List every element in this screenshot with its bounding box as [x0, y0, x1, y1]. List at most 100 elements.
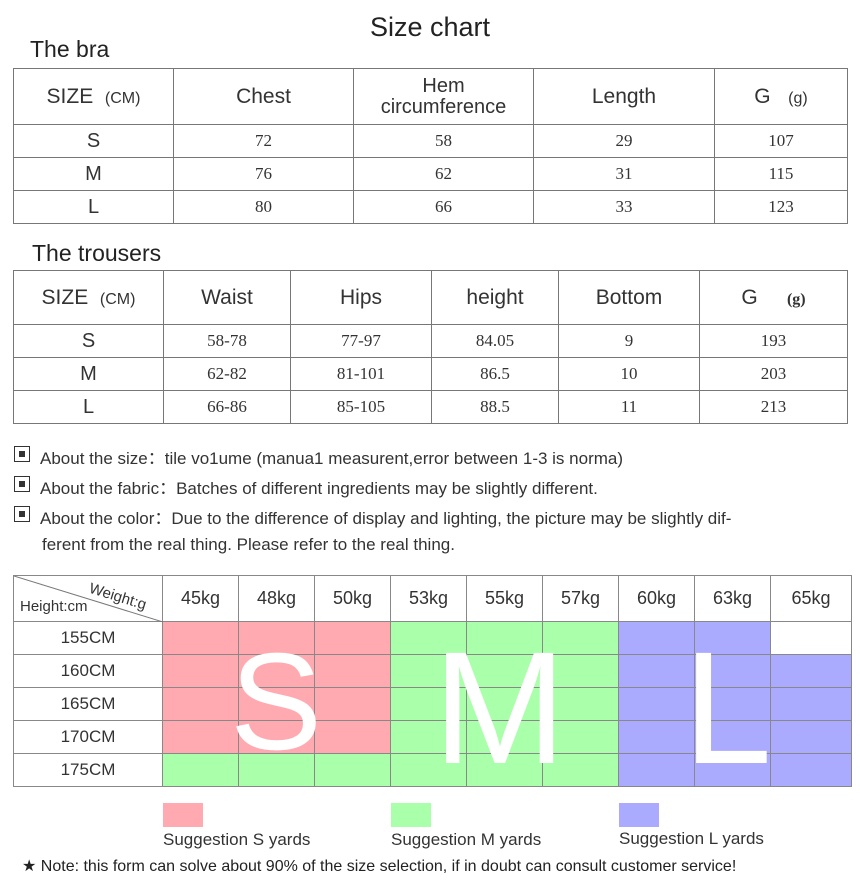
corner-diagonal: [14, 576, 163, 622]
size-cell-l: [694, 687, 771, 721]
table-row: M 76 62 31 115: [13, 157, 848, 191]
bra-cell-size: M: [13, 157, 174, 191]
bullet-icon: [14, 476, 30, 492]
size-cell-m: [466, 753, 543, 787]
size-cell-m: [390, 720, 467, 754]
size-cell-l: [618, 654, 695, 688]
bra-cell-g: 123: [714, 190, 848, 224]
size-cell-s: [162, 621, 239, 655]
height-label: 170CM: [13, 720, 163, 754]
page-title: Size chart: [369, 12, 491, 42]
size-cell-m: [466, 687, 543, 721]
bullet-icon: [14, 446, 30, 462]
height-label: 160CM: [13, 654, 163, 688]
trousers-section-title: The trousers: [32, 240, 162, 266]
big-letter-m: M: [433, 618, 567, 797]
size-cell-l: [618, 753, 695, 787]
bra-cell-chest: 72: [173, 124, 354, 158]
size-cell-m: [466, 720, 543, 754]
size-cell-l: [770, 654, 852, 688]
size-cell-m: [466, 654, 543, 688]
trousers-cell-g: 203: [699, 357, 848, 391]
trousers-header-size: SIZE (CM): [13, 270, 164, 325]
height-label: 175CM: [13, 753, 163, 787]
size-cell-s: [162, 687, 239, 721]
bra-cell-hem: 62: [353, 157, 534, 191]
grid-corner-cell: Weight:g Height:cm: [13, 575, 163, 622]
size-cell-m: [390, 753, 467, 787]
trousers-header-waist: Waist: [163, 270, 291, 325]
size-cell-s: [314, 720, 391, 754]
table-row: L 80 66 33 123: [13, 190, 848, 224]
grid-row: 165CM: [13, 687, 852, 721]
bra-cell-size: S: [13, 124, 174, 158]
trousers-cell-bottom: 9: [558, 324, 700, 358]
bra-header-chest: Chest: [173, 68, 354, 125]
weight-header: 50kg: [314, 575, 391, 622]
size-cell-s: [238, 654, 315, 688]
bra-header-g: G (g): [714, 68, 848, 125]
footer-note: ★ Note: this form can solve about 90% of…: [22, 858, 737, 875]
size-cell-m: [162, 753, 239, 787]
star-icon: ★: [22, 858, 37, 875]
size-cell-m: [238, 753, 315, 787]
size-cell-empty: [770, 621, 852, 655]
bra-cell-hem: 66: [353, 190, 534, 224]
trousers-cell-height: 88.5: [431, 390, 559, 424]
weight-header: 48kg: [238, 575, 315, 622]
size-cell-m: [542, 720, 619, 754]
height-label: 155CM: [13, 621, 163, 655]
bullet-icon: [14, 506, 30, 522]
legend-swatch-l: [619, 803, 659, 827]
size-cell-s: [238, 720, 315, 754]
size-cell-m: [314, 753, 391, 787]
legend-label-l: Suggestion L yards: [619, 829, 764, 848]
size-cell-s: [162, 654, 239, 688]
size-cell-l: [694, 621, 771, 655]
bra-cell-length: 33: [533, 190, 715, 224]
legend-label-s: Suggestion S yards: [163, 830, 311, 849]
corner-height-label: Height:cm: [20, 598, 88, 615]
size-cell-s: [238, 687, 315, 721]
size-cell-s: [314, 687, 391, 721]
big-letter-s: S: [230, 625, 323, 779]
weight-header: 55kg: [466, 575, 543, 622]
trousers-cell-waist: 66-86: [163, 390, 291, 424]
size-cell-l: [694, 654, 771, 688]
bra-header-size: SIZE (CM): [13, 68, 174, 125]
grid-row: 160CM: [13, 654, 852, 688]
bra-cell-chest: 80: [173, 190, 354, 224]
note-size: About the size：tile vo1ume (manua1 measu…: [14, 444, 623, 469]
size-cell-l: [618, 687, 695, 721]
bra-cell-length: 29: [533, 124, 715, 158]
bra-cell-length: 31: [533, 157, 715, 191]
weight-header: 60kg: [618, 575, 695, 622]
table-row: M 62-82 81-101 86.5 10 203: [13, 357, 848, 391]
trousers-cell-hips: 85-105: [290, 390, 432, 424]
grid-row: 170CM: [13, 720, 852, 754]
note-fabric: About the fabric：Batches of different in…: [14, 474, 598, 499]
trousers-header-height: height: [431, 270, 559, 325]
weight-header: 63kg: [694, 575, 771, 622]
trousers-header-g: G (g): [699, 270, 848, 325]
size-cell-s: [238, 621, 315, 655]
bra-cell-g: 115: [714, 157, 848, 191]
trousers-cell-bottom: 10: [558, 357, 700, 391]
size-cell-m: [542, 621, 619, 655]
trousers-cell-hips: 81-101: [290, 357, 432, 391]
trousers-size-table: SIZE (CM) Waist Hips height Bottom G (g)…: [13, 270, 848, 424]
trousers-cell-g: 193: [699, 324, 848, 358]
table-row: L 66-86 85-105 88.5 11 213: [13, 390, 848, 424]
trousers-cell-height: 86.5: [431, 357, 559, 391]
grid-row: 175CM: [13, 753, 852, 787]
weight-header: 65kg: [770, 575, 852, 622]
trousers-header-bottom: Bottom: [558, 270, 700, 325]
bra-cell-size: L: [13, 190, 174, 224]
weight-height-size-grid: Weight:g Height:cm 45kg 48kg 50kg 53kg 55kg 5…: [13, 575, 852, 787]
big-letter-l: L: [683, 618, 772, 797]
table-row: S 58-78 77-97 84.05 9 193: [13, 324, 848, 358]
bra-cell-chest: 76: [173, 157, 354, 191]
size-cell-l: [770, 753, 852, 787]
trousers-cell-waist: 62-82: [163, 357, 291, 391]
size-cell-s: [162, 720, 239, 754]
